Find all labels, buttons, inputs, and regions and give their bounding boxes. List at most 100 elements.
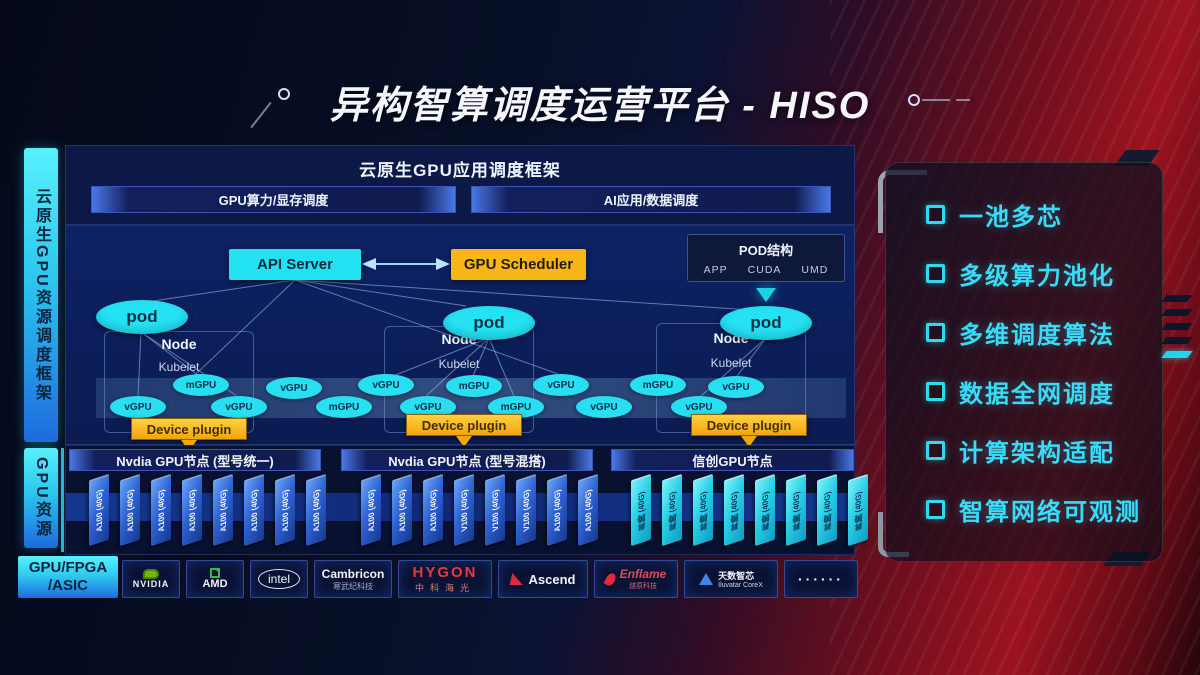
vendor-name: Cambricon	[321, 566, 385, 581]
gpu-slice-ellipse: vGPU	[110, 396, 166, 418]
feature-item: 数据全网调度	[926, 374, 1162, 409]
pod-ellipse-2: pod	[443, 306, 535, 340]
hardware-label-line2: /ASIC	[47, 577, 88, 594]
gpu-card-label: A100 (40G)	[583, 488, 593, 534]
checkbox-bullet-icon	[926, 382, 945, 401]
enflame-logo-icon	[603, 571, 618, 587]
vendor-box-enflame: Enflame 燧原科技	[594, 560, 678, 598]
vendor-box-ascend: Ascend	[498, 560, 588, 598]
slash-icon	[1161, 323, 1193, 330]
hardware-label-line1: GPU/FPGA	[28, 559, 108, 576]
vendor-name: AMD	[202, 578, 228, 590]
feature-item: 计算架构适配	[926, 433, 1162, 468]
device-plugin-box-3: Device plugin	[691, 414, 807, 436]
checkbox-bullet-icon	[926, 264, 945, 283]
gpu-node-header-1: Nvdia GPU节点 (型号统一)	[69, 449, 321, 471]
gpu-card-label: V100 (40G)	[521, 488, 531, 534]
vendor-name: NVIDIA	[132, 579, 170, 589]
features-panel: 一池多芯 多级算力池化 多维调度算法 数据全网调度 计算架构适配 智算网络可观测	[885, 162, 1163, 562]
checkbox-bullet-icon	[926, 500, 945, 519]
vendor-name: Ascend	[528, 571, 576, 587]
bar-ai-data-scheduling: AI应用/数据调度	[471, 186, 831, 213]
vendor-box-cambricon: Cambricon 寒武纪科技	[314, 560, 392, 598]
gpu-nodes-section: Nvdia GPU节点 (型号统一) Nvdia GPU节点 (型号混搭) 信创…	[65, 445, 868, 555]
vendor-name: Enflame	[619, 567, 667, 581]
panel-slash-decor	[1161, 288, 1198, 398]
slash-icon	[1161, 309, 1193, 316]
slash-icon	[1161, 337, 1193, 344]
gpu-node-header-2: Nvdia GPU节点 (型号混搭)	[341, 449, 593, 471]
vendor-box-intel: intel	[250, 560, 308, 598]
gpu-card-label: A100 (40G)	[94, 488, 104, 534]
iluvatar-logo-icon	[699, 573, 714, 585]
feature-item: 一池多芯	[926, 197, 1162, 232]
gpu-slice-ellipse: vGPU	[211, 396, 267, 418]
amd-logo-icon	[210, 568, 220, 578]
vendor-ellipsis: ······	[798, 571, 844, 587]
hardware-label-box: GPU/FPGA /ASIC	[18, 556, 118, 598]
vendor-subname: 寒武纪科技	[333, 581, 373, 591]
pod-struct-item-app: APP	[703, 264, 728, 276]
gpu-card-stack-1: A100 (40G) A100 (40G) A100 (40G) A100 (4…	[89, 473, 339, 553]
gpu-card-label: A100 (40G)	[428, 488, 438, 534]
gpu-slice-ellipse: mGPU	[446, 375, 502, 397]
gpu-slice-ellipse: vGPU	[708, 376, 764, 398]
vendor-subname: Iluvatar CoreX	[718, 582, 763, 589]
gpu-section-accent-strip	[61, 448, 64, 552]
bar-gpu-compute-scheduling: GPU算力/显存调度	[91, 186, 456, 213]
gpu-card-label: V100 (40G)	[490, 488, 500, 534]
scheduling-panel-title: 云原生GPU应用调度框架	[359, 161, 561, 180]
slash-icon	[1161, 351, 1193, 358]
title-decor-circle-left-icon	[278, 88, 290, 100]
vendor-box-others: ······	[784, 560, 858, 598]
gpu-card-label: 昇腾 (40G)	[760, 490, 770, 532]
device-plugin-arrow-icon	[456, 436, 472, 447]
checkbox-bullet-icon	[926, 441, 945, 460]
pod-struct-items: APP CUDA UMD	[688, 264, 844, 276]
device-plugin-arrow-icon	[741, 436, 757, 447]
vertical-bar-framework-label: 云原生GPU资源调度框架	[33, 187, 50, 403]
gpu-card-label: A100 (40G)	[156, 488, 166, 534]
gpu-slice-ellipse: vGPU	[266, 377, 322, 399]
title-decor-circle-right-icon	[908, 94, 920, 106]
gpu-card-label: A100 (40G)	[311, 488, 321, 534]
cluster-panel: Node Kubelet Node Kubelet Node Kubelet A…	[65, 225, 855, 451]
vertical-bar-gpu-resource: GPU资源	[24, 448, 58, 548]
gpu-card-label: A100 (40G)	[187, 488, 197, 534]
connection-lines	[137, 258, 767, 397]
gpu-card-label: 昇腾 (40G)	[698, 490, 708, 532]
vendor-name: HYGON	[412, 564, 478, 581]
gpu-card-label: 昇腾 (40G)	[729, 490, 739, 532]
feature-item: 多级算力池化	[926, 256, 1162, 291]
vendor-name: 天数智芯	[718, 571, 755, 581]
pod-ellipse-3: pod	[720, 306, 812, 340]
device-plugin-box-1: Device plugin	[131, 418, 247, 440]
vertical-bar-framework: 云原生GPU资源调度框架	[24, 148, 58, 442]
vendor-subname: 燧原科技	[629, 583, 657, 590]
scheduling-panel: 云原生GPU应用调度框架 GPU算力/显存调度 AI应用/数据调度	[65, 145, 855, 225]
vendor-box-nvidia: NVIDIA	[122, 560, 180, 598]
vertical-bar-gpu-resource-label: GPU资源	[33, 457, 50, 539]
checkbox-bullet-icon	[926, 205, 945, 224]
device-plugin-box-2: Device plugin	[406, 414, 522, 436]
api-server-box: API Server	[229, 249, 361, 280]
kubelet-label: Kubelet	[710, 356, 752, 370]
gpu-scheduler-box: GPU Scheduler	[451, 249, 586, 280]
nvidia-logo-icon	[143, 569, 159, 579]
slash-icon	[1161, 295, 1193, 302]
title-decor-line-right2	[956, 99, 970, 101]
vendor-box-amd: AMD	[186, 560, 244, 598]
feature-label: 计算架构适配	[959, 440, 1115, 467]
gpu-slice-ellipse: mGPU	[630, 374, 686, 396]
pod-ellipse-1: pod	[96, 300, 188, 334]
pod-struct-item-cuda: CUDA	[747, 264, 782, 276]
pod-struct-down-arrow-icon	[756, 288, 776, 302]
gpu-slice-ellipse: vGPU	[400, 396, 456, 418]
page-title: 异构智算调度运营平台 - HISO	[329, 85, 871, 127]
gpu-card-label: A100 (40G)	[280, 488, 290, 534]
feature-label: 智算网络可观测	[959, 499, 1141, 526]
gpu-card-label: A100 (40G)	[125, 488, 135, 534]
kubelet-label: Kubelet	[158, 360, 200, 374]
gpu-card-label: 昇腾 (40G)	[853, 490, 863, 532]
